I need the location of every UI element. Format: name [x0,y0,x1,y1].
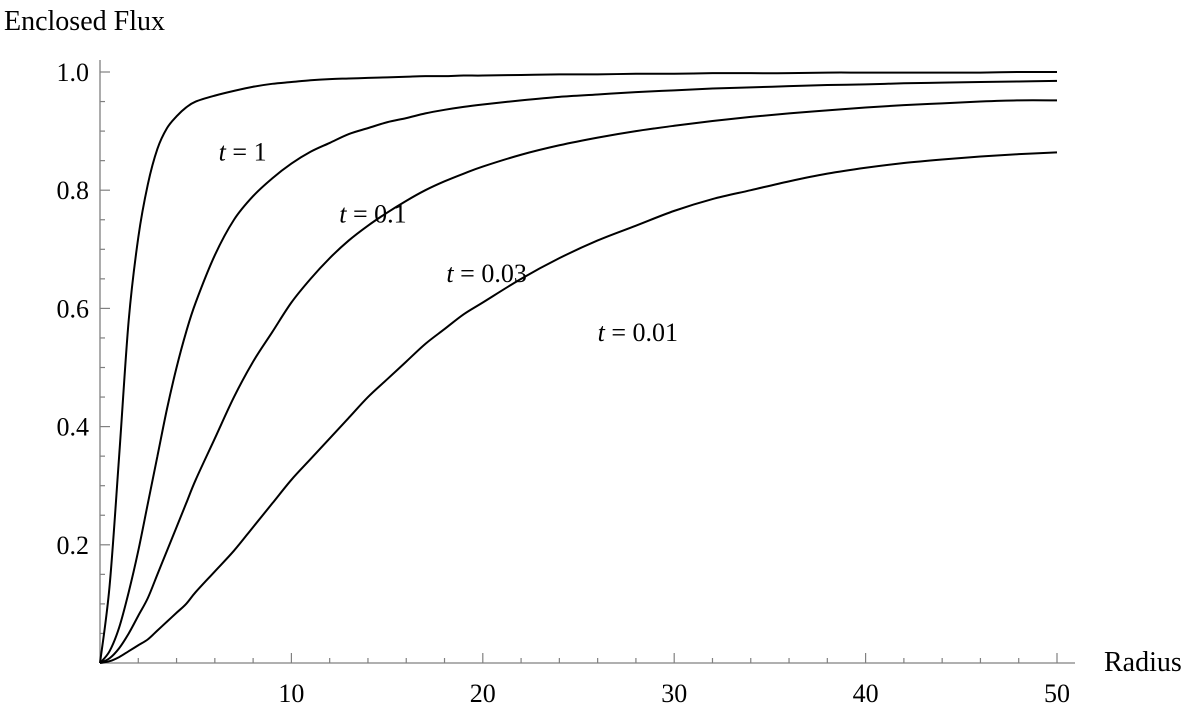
curve-label-value: 0.01 [633,318,679,347]
curve-label-var: t [598,318,606,347]
x-tick-label: 30 [661,679,687,708]
curve-label: t = 0.1 [339,200,406,229]
curve-label-var: t [446,259,454,288]
tick-labels: 10 20 30 40 50 0.2 0.4 0.6 0.8 1.0 [57,58,1071,708]
curve-label-value: 0.1 [374,200,407,229]
y-tick-label: 0.6 [57,294,90,323]
curve-label-value: 0.03 [481,259,526,288]
x-tick-label: 50 [1044,679,1070,708]
y-axis-title: Enclosed Flux [4,6,165,37]
curve-label-eq: = [226,138,254,167]
tick-marks [100,71,1058,663]
curve-t-0-01 [99,151,1058,664]
x-tick-label: 40 [853,679,879,708]
curve-t-1 [99,70,1058,664]
curve-labels: t = 1t = 0.1t = 0.03t = 0.01 [219,138,678,347]
x-axis-title: Radius [1104,647,1182,678]
curve-label-var: t [219,138,227,167]
curve-label: t = 0.01 [598,318,678,347]
curve-label-value: 1 [254,138,267,167]
curve-label: t = 1 [219,138,267,167]
curves [99,70,1058,664]
y-tick-label: 0.8 [57,176,90,205]
curve-label: t = 0.03 [446,259,526,288]
curve-label-eq: = [346,200,374,229]
y-tick-label: 0.4 [57,413,90,442]
curve-label-var: t [339,200,347,229]
y-tick-label: 0.2 [57,531,90,560]
x-tick-label: 20 [470,679,496,708]
y-tick-label: 1.0 [57,58,90,87]
curve-label-eq: = [454,259,482,288]
x-tick-label: 10 [278,679,304,708]
curve-t-0-03 [99,99,1058,664]
curve-label-eq: = [605,318,633,347]
curve-t-0-1 [99,79,1058,664]
